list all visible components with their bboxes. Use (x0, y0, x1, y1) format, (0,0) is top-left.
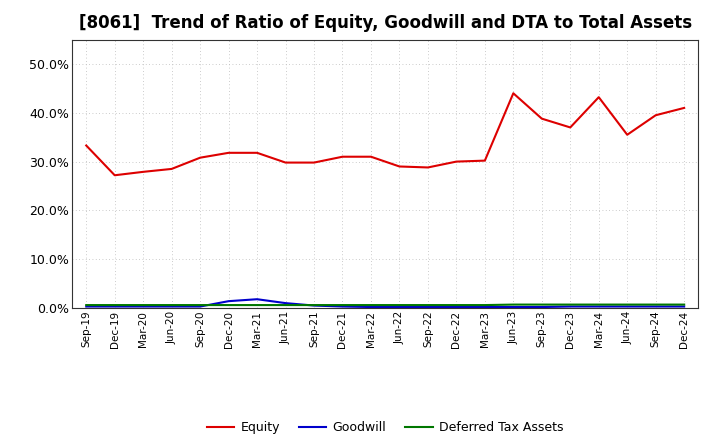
Deferred Tax Assets (110, 302, 119, 308)
Equity (537, 116, 546, 121)
Equity (110, 172, 119, 178)
Line: Goodwill: Goodwill (86, 299, 684, 307)
Goodwill (282, 301, 290, 306)
Deferred Tax Assets (623, 302, 631, 307)
Goodwill (139, 304, 148, 309)
Deferred Tax Assets (566, 302, 575, 307)
Deferred Tax Assets (537, 302, 546, 307)
Deferred Tax Assets (652, 302, 660, 307)
Equity (338, 154, 347, 159)
Line: Deferred Tax Assets: Deferred Tax Assets (86, 304, 684, 305)
Deferred Tax Assets (395, 302, 404, 308)
Goodwill (623, 304, 631, 309)
Equity (652, 113, 660, 118)
Deferred Tax Assets (167, 302, 176, 308)
Deferred Tax Assets (366, 302, 375, 308)
Goodwill (167, 304, 176, 309)
Equity (623, 132, 631, 137)
Equity (680, 105, 688, 110)
Deferred Tax Assets (196, 302, 204, 308)
Equity (310, 160, 318, 165)
Legend: Equity, Goodwill, Deferred Tax Assets: Equity, Goodwill, Deferred Tax Assets (202, 416, 569, 439)
Deferred Tax Assets (253, 302, 261, 308)
Goodwill (595, 304, 603, 309)
Equity (366, 154, 375, 159)
Goodwill (82, 304, 91, 309)
Goodwill (509, 304, 518, 310)
Equity (225, 150, 233, 155)
Deferred Tax Assets (595, 302, 603, 307)
Goodwill (395, 304, 404, 310)
Goodwill (253, 297, 261, 302)
Deferred Tax Assets (480, 302, 489, 308)
Equity (480, 158, 489, 163)
Deferred Tax Assets (338, 302, 347, 308)
Deferred Tax Assets (82, 302, 91, 308)
Goodwill (110, 304, 119, 309)
Equity (139, 169, 148, 175)
Goodwill (480, 304, 489, 310)
Goodwill (652, 304, 660, 309)
Deferred Tax Assets (225, 302, 233, 308)
Equity (196, 155, 204, 160)
Equity (566, 125, 575, 130)
Goodwill (537, 304, 546, 310)
Deferred Tax Assets (452, 302, 461, 308)
Deferred Tax Assets (680, 302, 688, 307)
Deferred Tax Assets (509, 302, 518, 307)
Goodwill (423, 304, 432, 310)
Equity (82, 143, 91, 148)
Deferred Tax Assets (139, 302, 148, 308)
Goodwill (338, 304, 347, 309)
Deferred Tax Assets (282, 302, 290, 308)
Equity (423, 165, 432, 170)
Goodwill (225, 298, 233, 304)
Equity (253, 150, 261, 155)
Deferred Tax Assets (310, 302, 318, 308)
Goodwill (566, 304, 575, 309)
Equity (167, 166, 176, 172)
Goodwill (452, 304, 461, 310)
Deferred Tax Assets (423, 302, 432, 308)
Equity (595, 95, 603, 100)
Line: Equity: Equity (86, 93, 684, 175)
Equity (452, 159, 461, 164)
Goodwill (680, 304, 688, 309)
Equity (509, 91, 518, 96)
Goodwill (366, 304, 375, 310)
Goodwill (196, 304, 204, 309)
Equity (282, 160, 290, 165)
Goodwill (310, 303, 318, 308)
Equity (395, 164, 404, 169)
Title: [8061]  Trend of Ratio of Equity, Goodwill and DTA to Total Assets: [8061] Trend of Ratio of Equity, Goodwil… (78, 15, 692, 33)
